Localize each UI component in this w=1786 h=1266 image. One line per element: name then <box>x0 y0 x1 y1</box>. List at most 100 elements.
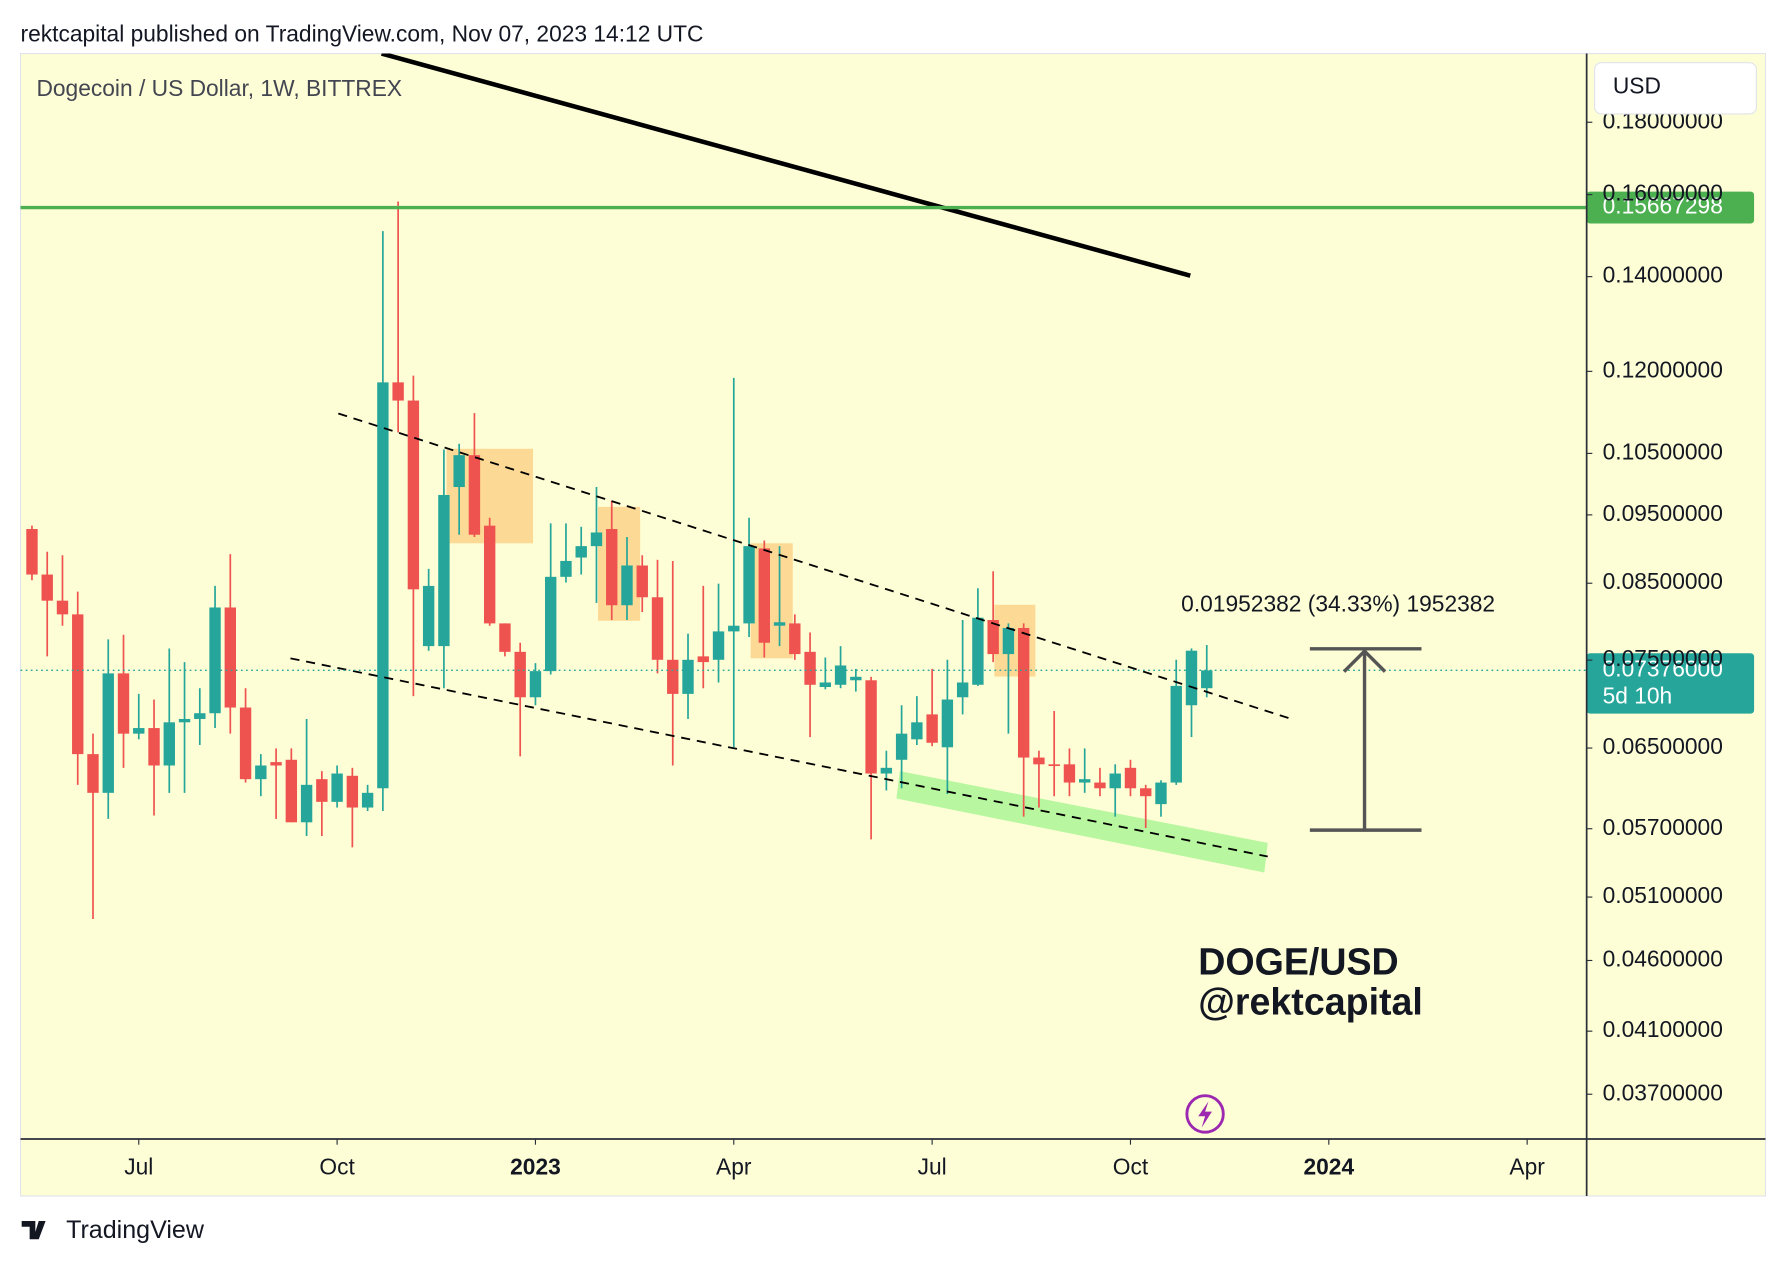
candle-body <box>1109 773 1121 789</box>
y-tick-label: 0.04100000 <box>1603 1016 1723 1042</box>
lightning-bolt <box>1198 1101 1212 1128</box>
candle-body <box>926 714 938 743</box>
y-tick-label: 0.07500000 <box>1603 645 1723 671</box>
y-tick-label: 0.09500000 <box>1603 500 1723 526</box>
candle-body <box>377 382 389 789</box>
candle-body <box>956 682 969 698</box>
logo-mark <box>21 1221 46 1240</box>
candles <box>26 201 1213 920</box>
candle-body <box>1170 685 1182 783</box>
measure-label: 0.01952382 (34.33%) 1952382 <box>1181 591 1495 617</box>
candle-body <box>422 585 435 647</box>
candle-body <box>26 529 38 575</box>
candle-body <box>499 623 511 652</box>
currency-label: USD <box>1613 73 1661 99</box>
countdown-label: 5d 10h <box>1603 683 1673 709</box>
candle-body <box>514 651 526 698</box>
candle-body <box>529 671 542 698</box>
candle-body <box>636 565 648 598</box>
y-tick-label: 0.08500000 <box>1603 568 1723 594</box>
candle-body <box>1063 764 1076 783</box>
candle-body <box>133 728 145 734</box>
candle-body <box>941 699 954 748</box>
candle-body <box>194 713 206 719</box>
x-tick-label: Jul <box>918 1154 947 1180</box>
candle-body <box>758 548 770 643</box>
candle-body <box>850 676 862 681</box>
level-label-box <box>1586 191 1755 224</box>
candle-body <box>667 659 679 694</box>
chart-title: Dogecoin / US Dollar, 1W, BITTREX <box>36 75 402 101</box>
channel-lower <box>290 657 1268 858</box>
candle-body <box>178 718 191 723</box>
logo-text: TradingView <box>66 1216 205 1244</box>
x-tick-label: 2024 <box>1303 1154 1354 1180</box>
candle-body <box>743 546 755 624</box>
last-price-box <box>1586 653 1755 714</box>
currency-button[interactable] <box>1594 62 1757 115</box>
candle-body <box>72 614 84 755</box>
candle-body <box>1201 670 1213 689</box>
candle-body <box>300 784 313 823</box>
candle-body <box>331 773 343 802</box>
candle-body <box>1079 779 1091 783</box>
publish-header: rektcapital published on TradingView.com… <box>21 20 704 46</box>
x-tick-label: Apr <box>716 1154 752 1180</box>
lightning-icon[interactable] <box>1185 1094 1225 1134</box>
candle-body <box>1033 757 1045 765</box>
candle-body <box>697 656 709 663</box>
candle-body <box>895 733 908 760</box>
candle-body <box>575 546 587 558</box>
candle-body <box>392 382 404 401</box>
candle-body <box>590 532 603 547</box>
candle-body <box>285 759 298 823</box>
watermark-line: DOGE/USD <box>1198 941 1398 983</box>
tradingview-logo: TradingView <box>21 1216 205 1244</box>
watermark-line: @rektcapital <box>1198 981 1423 1023</box>
channel-upper <box>338 412 1291 720</box>
y-tick-label: 0.03700000 <box>1603 1079 1723 1105</box>
trend-line <box>380 53 1191 278</box>
candle-body <box>102 673 114 793</box>
candle-body <box>41 574 53 601</box>
candle-body <box>606 529 618 606</box>
candle-body <box>987 620 999 655</box>
candle-body <box>789 623 801 655</box>
candle-body <box>361 792 374 808</box>
x-tick-label: Apr <box>1509 1154 1545 1180</box>
y-tick-label: 0.05100000 <box>1603 882 1723 908</box>
candle-body <box>407 400 420 590</box>
candle-body <box>1017 627 1030 758</box>
candle-body <box>468 455 481 535</box>
x-tick-label: Oct <box>1113 1154 1149 1180</box>
level-label: 0.15667298 <box>1603 193 1723 219</box>
candle-body <box>87 754 99 793</box>
candle-body <box>773 622 786 626</box>
y-tick-label: 0.10500000 <box>1603 438 1723 464</box>
candle-body <box>880 767 893 774</box>
measure-arrow <box>1342 648 1387 673</box>
candle-body <box>819 682 832 688</box>
candle-body <box>545 576 557 672</box>
candle-body <box>621 565 633 606</box>
candle-body <box>438 494 450 647</box>
y-tick-label: 0.12000000 <box>1603 356 1723 382</box>
candle-body <box>911 722 923 740</box>
candle-body <box>1048 764 1060 767</box>
highlight-box <box>750 543 793 659</box>
y-tick-label: 0.14000000 <box>1603 262 1723 288</box>
candle-body <box>651 597 664 660</box>
candle-body <box>239 707 252 780</box>
candle-body <box>1094 782 1106 789</box>
candle-body <box>117 673 130 734</box>
candle-body <box>483 525 496 624</box>
y-tick-label: 0.05700000 <box>1603 814 1723 840</box>
x-tick-label: Oct <box>319 1154 355 1180</box>
highlight-box <box>597 506 641 621</box>
candle-body <box>1185 650 1198 706</box>
candle-body <box>972 617 984 685</box>
candle-body <box>712 631 725 660</box>
candle-body <box>728 625 740 632</box>
